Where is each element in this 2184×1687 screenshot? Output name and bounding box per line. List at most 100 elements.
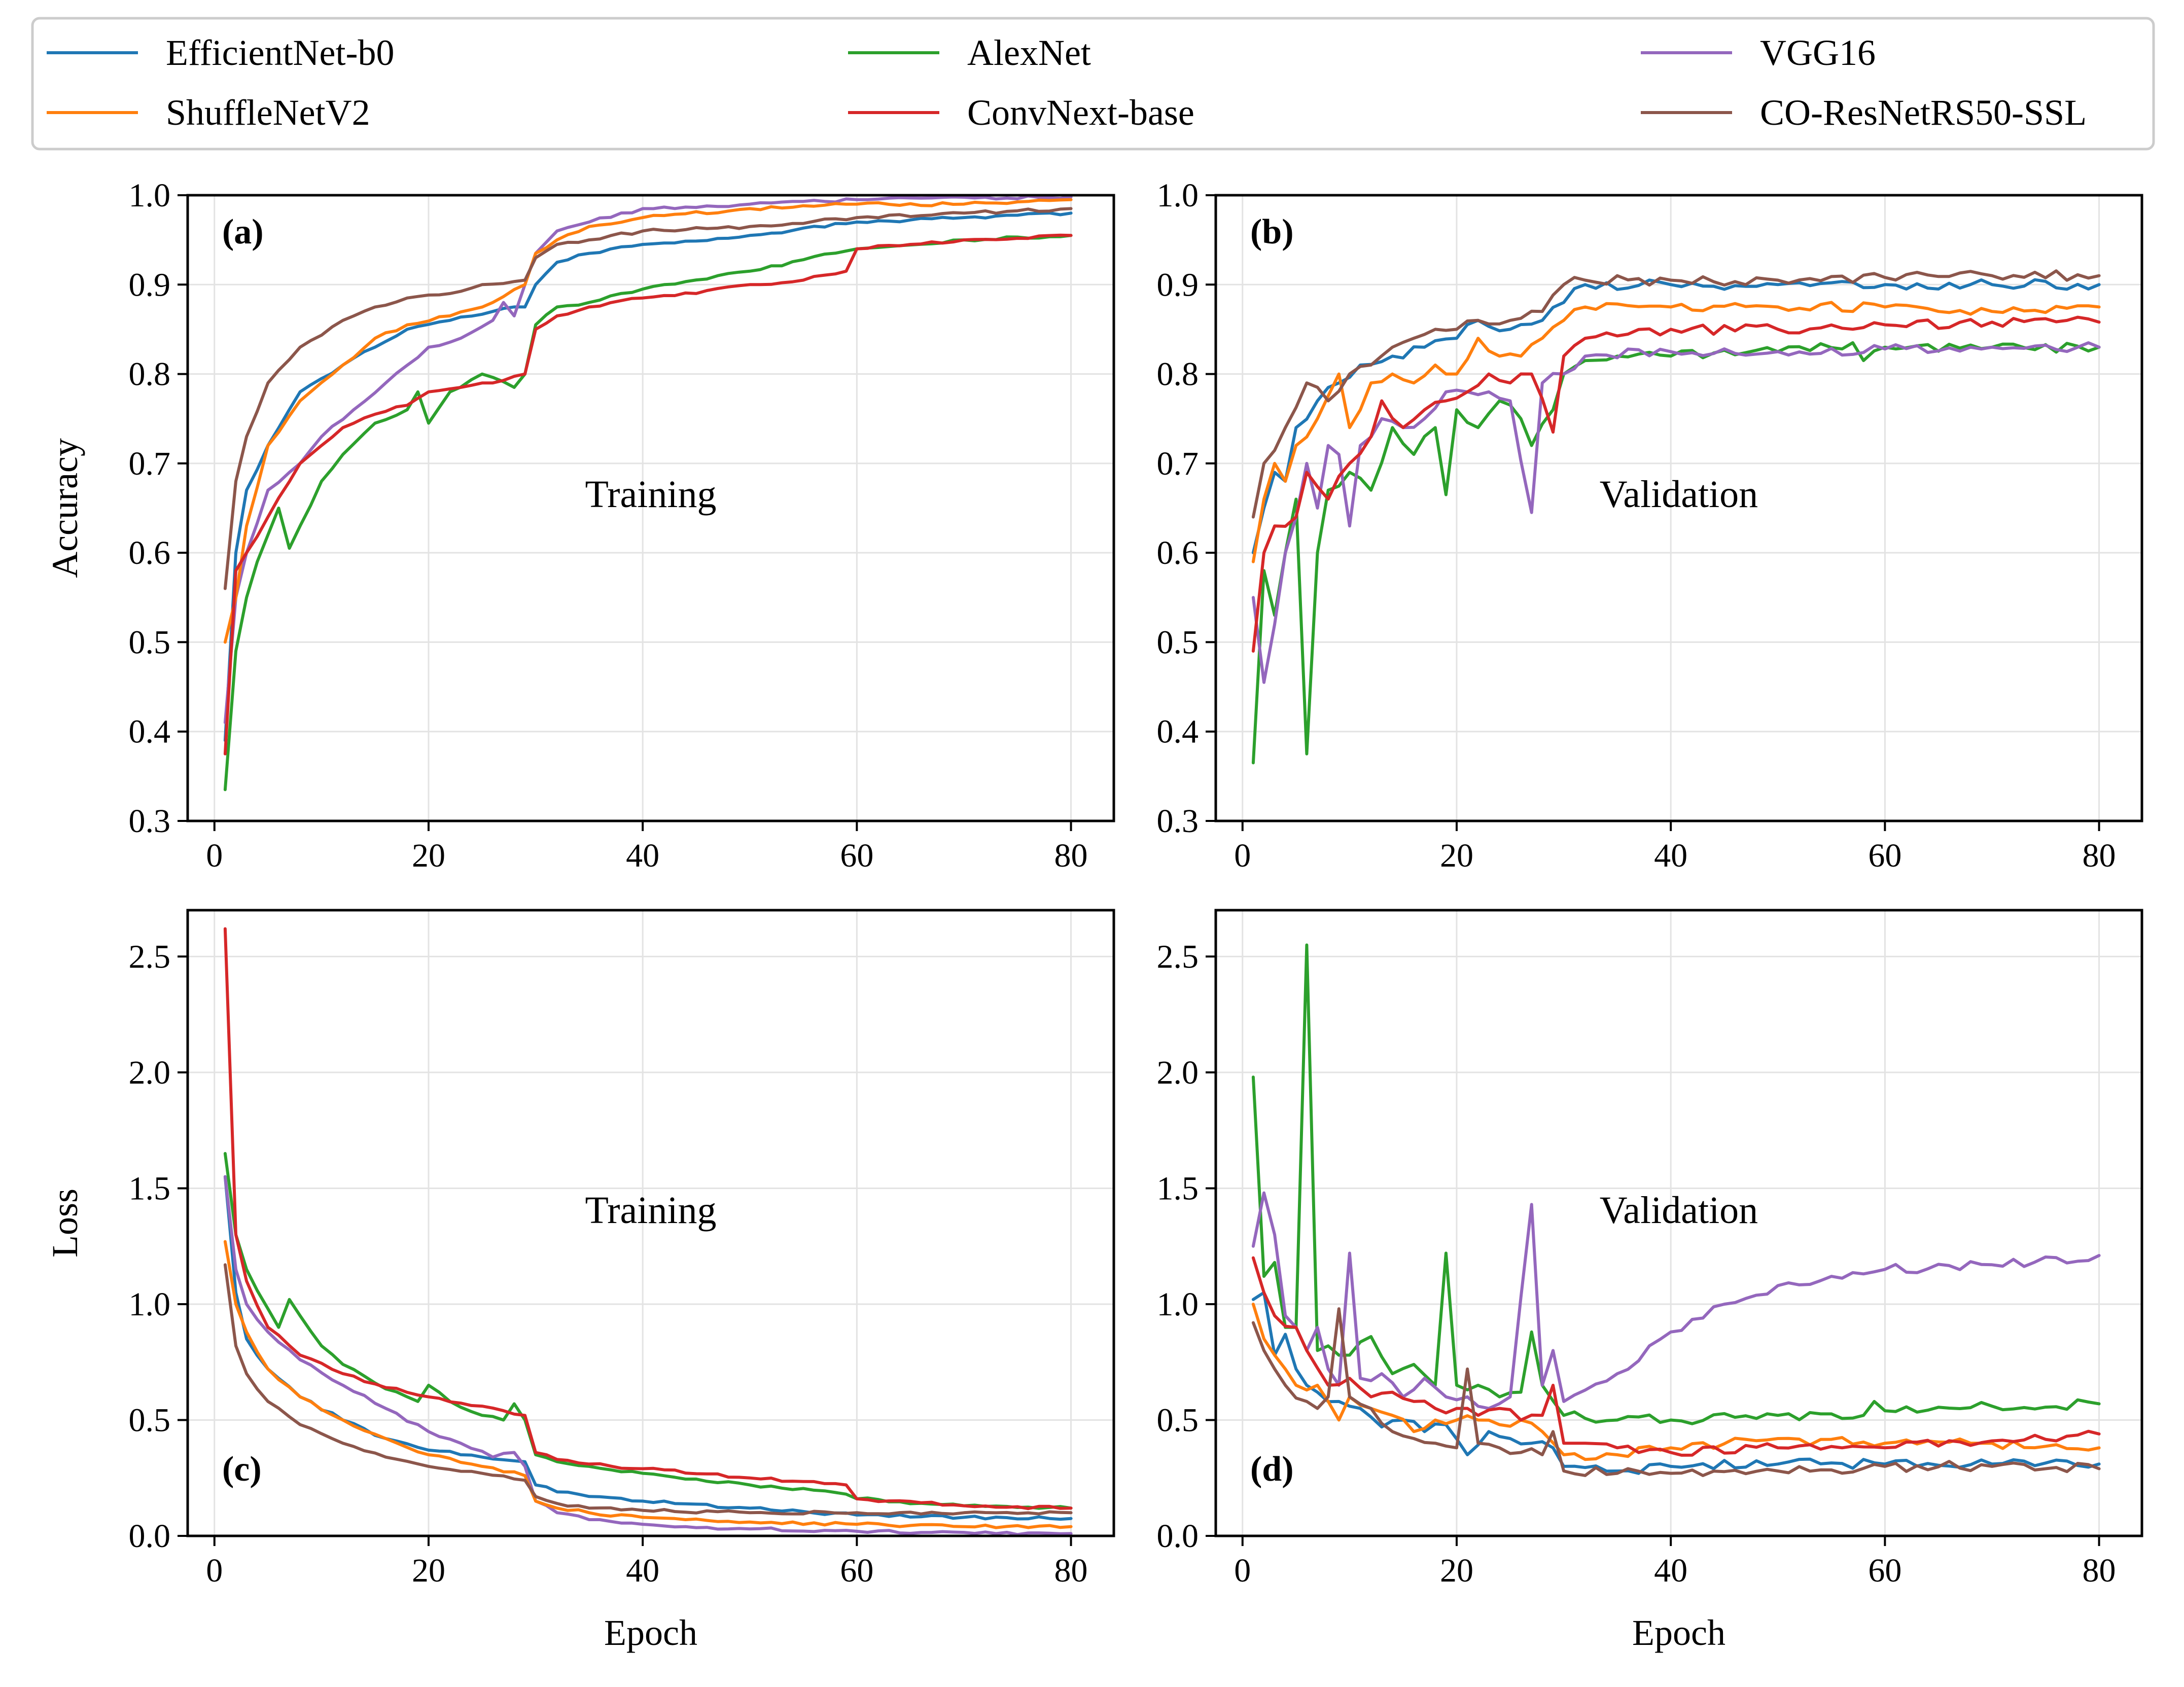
- series-line-vgg16: [1251, 341, 2101, 684]
- series-line-co-resnetrs50-ssl: [223, 207, 1073, 590]
- y-tick-label: 0.7: [1157, 445, 1199, 482]
- series-group: [1251, 943, 2101, 1477]
- y-tick-label: 1.0: [1157, 177, 1199, 214]
- chart-panel-d: 0 20 40 60 80 0.0 0.5 1.0 1.5 2.0 2.5 (d) Validation…: [1157, 909, 2143, 1653]
- chart-panel-b: 0 20 40 60 80 0.3 0.4 0.5 0.6 0.7 0.8 0.9 1.0 (b) Vali…: [1157, 177, 2143, 874]
- series-line-vgg16: [1251, 1191, 2101, 1410]
- legend-label: EfficientNet-b0: [166, 32, 395, 73]
- y-tick-label: 1.5: [129, 1170, 171, 1207]
- y-tick-label: 2.0: [129, 1054, 171, 1091]
- y-tick-label: 0.6: [1157, 534, 1199, 571]
- series-line-alexnet: [1251, 943, 2101, 1425]
- y-tick-label: 2.0: [1157, 1054, 1199, 1091]
- chart-panel-c: 0 20 40 60 80 0.0 0.5 1.0 1.5 2.0 2.5 (c) Training Lo…: [45, 909, 1115, 1653]
- series-line-vgg16: [223, 1175, 1073, 1536]
- x-tick-label: 40: [626, 1552, 659, 1589]
- x-tick-label: 60: [840, 837, 873, 874]
- chart-panel-a: 0 20 40 60 80 0.3 0.4 0.5 0.6 0.7 0.8 0.9 1.0 (a) Trai…: [45, 177, 1115, 874]
- series-line-shufflenetv2: [1251, 301, 2101, 563]
- legend-label: CO-ResNetRS50-SSL: [1760, 92, 2087, 133]
- axes-frame: [186, 194, 1115, 822]
- y-tick-label: 0.5: [129, 1402, 171, 1439]
- legend-label: ShuffleNetV2: [166, 92, 370, 133]
- legend: EfficientNet-b0 AlexNet VGG16 ShuffleNetV2 C…: [31, 17, 2155, 151]
- series-group: [223, 927, 1073, 1536]
- series-line-convnext-base: [1251, 1256, 2101, 1457]
- panel-annotation: Training: [585, 473, 716, 516]
- y-tick-label: 0.7: [129, 445, 171, 482]
- x-tick-label: 20: [412, 1552, 445, 1589]
- axes-frame: [1214, 909, 2143, 1537]
- series-line-shufflenetv2: [223, 1240, 1073, 1529]
- y-tick-label: 0.3: [129, 803, 171, 840]
- y-tick-label: 1.0: [1157, 1286, 1199, 1323]
- x-tick-label: 80: [2083, 837, 2116, 874]
- y-tick-label: 0.0: [1157, 1518, 1199, 1555]
- y-tick-label: 1.0: [129, 177, 171, 214]
- series-line-co-resnetrs50-ssl: [1251, 269, 2101, 519]
- series-line-alexnet: [223, 1152, 1073, 1510]
- y-tick-label: 0.5: [1157, 624, 1199, 661]
- x-tick-label: 40: [1654, 1552, 1687, 1589]
- legend-label: AlexNet: [967, 32, 1091, 73]
- y-tick-label: 0.3: [1157, 803, 1199, 840]
- y-tick-label: 0.5: [1157, 1402, 1199, 1439]
- x-tick-label: 60: [1868, 1552, 1901, 1589]
- x-tick-label: 0: [1234, 837, 1251, 874]
- legend-label: ConvNext-base: [967, 92, 1194, 133]
- y-tick-label: 0.9: [129, 266, 171, 303]
- y-tick-label: 0.0: [129, 1518, 171, 1555]
- series-group: [1251, 269, 2101, 765]
- panel-annotation: Training: [585, 1189, 716, 1232]
- x-tick-label: 40: [626, 837, 659, 874]
- axes-frame: [1214, 194, 2143, 822]
- series-line-efficientnet-b0: [1251, 278, 2101, 555]
- series-line-alexnet: [223, 234, 1073, 792]
- y-tick-label: 1.0: [129, 1286, 171, 1323]
- x-axis-title: Epoch: [604, 1612, 697, 1653]
- y-tick-label: 2.5: [129, 938, 171, 975]
- y-tick-label: 1.5: [1157, 1170, 1199, 1207]
- panel-annotation: Validation: [1600, 1189, 1758, 1232]
- panel-label: (c): [222, 1450, 262, 1489]
- y-axis-title: Loss: [45, 1189, 85, 1258]
- y-tick-label: 0.8: [129, 356, 171, 393]
- y-axis-title: Accuracy: [45, 438, 85, 578]
- series-line-co-resnetrs50-ssl: [1251, 1307, 2101, 1477]
- y-tick-label: 0.4: [1157, 713, 1199, 750]
- series-group: [223, 195, 1073, 792]
- series-line-shufflenetv2: [1251, 1303, 2101, 1461]
- x-tick-label: 20: [412, 837, 445, 874]
- y-tick-label: 2.5: [1157, 938, 1199, 975]
- x-tick-label: 60: [1868, 837, 1901, 874]
- x-tick-label: 80: [1054, 837, 1088, 874]
- series-line-efficientnet-b0: [223, 211, 1073, 742]
- x-tick-label: 20: [1440, 1552, 1473, 1589]
- series-line-co-resnetrs50-ssl: [223, 1263, 1073, 1516]
- panel-label: (b): [1250, 212, 1294, 252]
- series-line-shufflenetv2: [223, 198, 1073, 644]
- x-tick-label: 20: [1440, 837, 1473, 874]
- panel-label: (d): [1250, 1450, 1294, 1489]
- axes-frame: [186, 909, 1115, 1537]
- panel-label: (a): [222, 212, 264, 252]
- y-tick-label: 0.8: [1157, 356, 1199, 393]
- series-line-vgg16: [223, 195, 1073, 725]
- x-axis-title: Epoch: [1632, 1612, 1725, 1653]
- series-line-convnext-base: [1251, 315, 2101, 653]
- x-tick-label: 0: [206, 1552, 223, 1589]
- series-line-convnext-base: [223, 233, 1073, 756]
- legend-label: VGG16: [1760, 32, 1876, 73]
- y-tick-label: 0.9: [1157, 266, 1199, 303]
- y-tick-label: 0.4: [129, 713, 171, 750]
- x-tick-label: 40: [1654, 837, 1687, 874]
- y-tick-label: 0.5: [129, 624, 171, 661]
- panel-annotation: Validation: [1600, 473, 1758, 516]
- x-tick-label: 80: [1054, 1552, 1088, 1589]
- x-tick-label: 0: [206, 837, 223, 874]
- x-tick-label: 0: [1234, 1552, 1251, 1589]
- series-line-convnext-base: [223, 927, 1073, 1511]
- x-tick-label: 80: [2083, 1552, 2116, 1589]
- x-tick-label: 60: [840, 1552, 873, 1589]
